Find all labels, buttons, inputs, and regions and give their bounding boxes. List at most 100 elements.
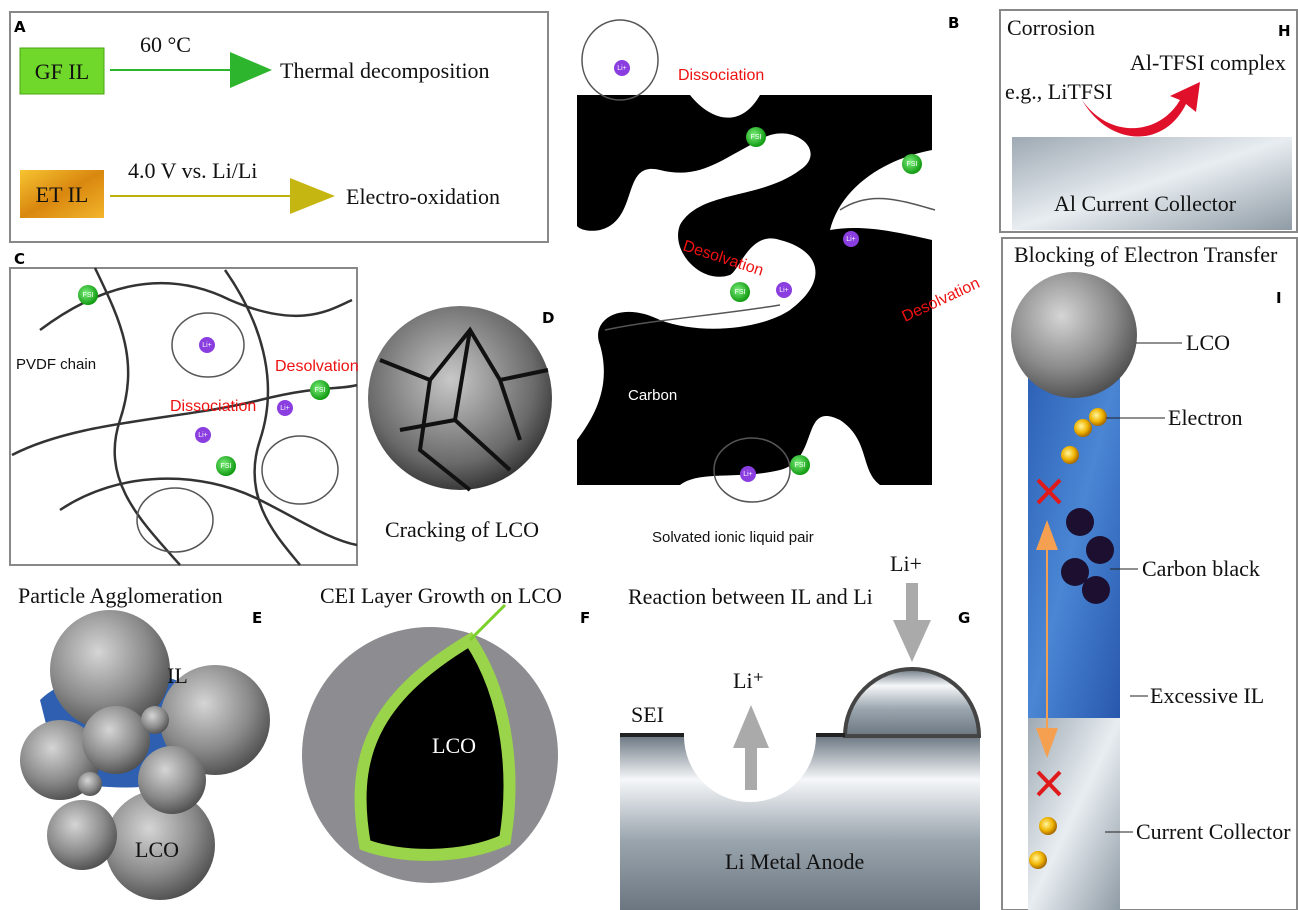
ion-label: FSI <box>795 462 806 469</box>
panel-title: Blocking of Electron Transfer <box>1014 242 1278 267</box>
label: Al Current Collector <box>1054 191 1237 216</box>
gf-box <box>19 47 105 95</box>
ion: Li+ <box>843 231 859 247</box>
ion: FSI <box>730 282 750 302</box>
crown-ether <box>713 437 791 503</box>
label: IL <box>167 663 188 688</box>
particle <box>78 772 102 796</box>
particle <box>105 790 215 900</box>
ion-label: Li+ <box>202 342 212 349</box>
label: Excessive IL <box>1150 683 1264 708</box>
chain-label: PVDF chain <box>16 356 96 373</box>
panel-border <box>1001 237 1298 910</box>
il-chain <box>604 304 781 331</box>
annotation: Desolvation <box>275 358 359 375</box>
ion: Li+ <box>740 466 756 482</box>
arrow-head <box>1036 728 1058 758</box>
label: e.g., LiTFSI <box>1005 79 1113 104</box>
label: LCO <box>135 837 179 862</box>
label: Carbon black <box>1142 556 1260 581</box>
condition: 60 °C <box>140 32 191 57</box>
ion-label: FSI <box>315 387 326 394</box>
electron <box>1061 446 1079 464</box>
label: Li Metal Anode <box>725 849 864 874</box>
label: Al-TFSI complex <box>1130 50 1286 75</box>
panel-letter: I <box>1276 289 1282 307</box>
crack <box>379 326 549 492</box>
particle <box>141 706 169 734</box>
carbon-particle <box>1086 536 1114 564</box>
label: Current Collector <box>1136 819 1291 844</box>
pvdf-chain <box>59 477 358 547</box>
annotation: Dissociation <box>678 67 764 84</box>
arrow-head <box>290 178 335 214</box>
panel-letter: D <box>542 309 554 327</box>
panel-title: Reaction between IL and Li <box>628 584 873 609</box>
panel-c: C PVDF chain Desolvation Dissociation FS… <box>9 250 359 566</box>
ion: Li+ <box>277 400 293 416</box>
label: Electron <box>1168 405 1243 430</box>
lco-core <box>354 631 516 861</box>
panel-title: CEI Layer Growth on LCO <box>320 583 562 608</box>
result: Electro-oxidation <box>346 184 500 209</box>
label: LCO <box>1186 330 1230 355</box>
particle <box>47 800 117 870</box>
crown-ether <box>136 487 214 553</box>
panel-letter: C <box>14 250 25 268</box>
ion: FSI <box>790 455 810 475</box>
ion-label: Li+ <box>280 405 290 412</box>
carbon-particle <box>1066 508 1094 536</box>
ion: FSI <box>902 154 922 174</box>
ion: FSI <box>78 285 98 305</box>
il-chain <box>839 197 936 211</box>
ion: FSI <box>216 456 236 476</box>
pvdf-chain <box>93 267 181 566</box>
ion: Li+ <box>195 427 211 443</box>
panel-letter: F <box>580 609 590 627</box>
panel-i: Blocking of Electron Transfer I LCO Elec… <box>1001 237 1298 910</box>
panel-a: A GF IL 60 °C Thermal decomposition ET I… <box>9 11 549 243</box>
ion-label: FSI <box>751 134 762 141</box>
arrow-head <box>230 52 272 88</box>
electron <box>1039 817 1057 835</box>
particle <box>160 665 270 775</box>
collector <box>1012 137 1292 230</box>
pvdf-chain <box>223 269 301 566</box>
ion: Li+ <box>199 337 215 353</box>
ion: Li+ <box>614 60 630 76</box>
et-box <box>20 170 104 218</box>
et-label: ET IL <box>36 182 89 207</box>
arrow <box>745 745 757 790</box>
electron <box>1089 408 1107 426</box>
annotation: Dissociation <box>170 398 256 415</box>
panel-letter: A <box>14 18 26 36</box>
crown-ether <box>171 312 245 378</box>
carbon <box>577 95 932 485</box>
carbon-particle <box>1082 576 1110 604</box>
pvdf-chain <box>11 383 358 457</box>
deposit <box>842 667 982 738</box>
panel-g: Reaction between IL and Li G Li+ Li⁺ SEI… <box>620 551 982 910</box>
panel-f: CEI Layer Growth on LCO F LCO <box>302 583 590 883</box>
label: Li⁺ <box>733 668 764 693</box>
particle <box>138 746 206 814</box>
particle <box>82 706 150 774</box>
ion-label: FSI <box>221 463 232 470</box>
ion: FSI <box>746 127 766 147</box>
arrow <box>1082 82 1200 137</box>
blocked <box>1036 478 1062 797</box>
panel-letter: E <box>252 609 262 627</box>
panel-letter: G <box>958 609 970 627</box>
ion-label: Li+ <box>846 236 856 243</box>
label: LCO <box>432 733 476 758</box>
pvdf-chain <box>39 282 353 332</box>
pointer <box>468 603 507 642</box>
ion-label: Li+ <box>617 65 627 72</box>
caption: Solvated ionic liquid pair <box>652 529 814 546</box>
crown-ether <box>261 435 339 505</box>
carbon-label: Carbon <box>628 387 677 404</box>
arrow <box>906 583 918 623</box>
panel-border <box>9 267 358 566</box>
arrow-head <box>733 705 769 748</box>
